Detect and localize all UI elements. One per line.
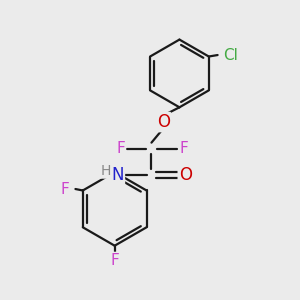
Text: F: F [110,253,119,268]
Text: F: F [61,182,70,196]
Text: O: O [179,166,192,184]
Text: H: H [100,164,111,178]
Text: F: F [116,141,125,156]
Text: N: N [111,166,124,184]
Text: Cl: Cl [224,47,238,62]
Text: O: O [157,113,170,131]
Text: F: F [179,141,188,156]
